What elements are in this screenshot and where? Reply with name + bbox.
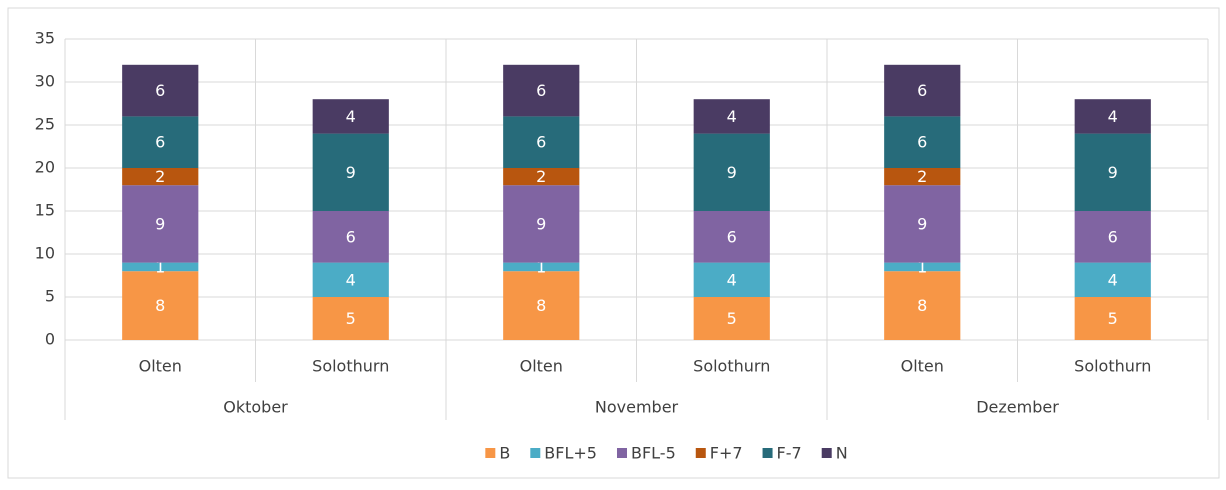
legend-swatch (762, 448, 773, 458)
data-label: 4 (727, 270, 737, 289)
data-label: 9 (346, 163, 356, 182)
data-label: 6 (1108, 227, 1118, 246)
bar-segment (1074, 262, 1151, 297)
data-label: 6 (536, 81, 546, 100)
bar-segment (884, 116, 961, 168)
y-tick-label: 25 (35, 115, 55, 134)
data-label: 2 (536, 167, 546, 186)
bar-segment (503, 168, 580, 186)
y-tick-label: 10 (35, 244, 55, 263)
y-tick-label: 15 (35, 201, 55, 220)
bar-segment (1074, 297, 1151, 340)
group-label: Oktober (223, 398, 288, 417)
bar-segment (312, 133, 389, 211)
legend-swatch (530, 448, 541, 458)
data-label: 6 (536, 133, 546, 152)
bar-segment (693, 211, 770, 263)
data-label: 4 (346, 270, 356, 289)
data-label: 4 (1108, 107, 1118, 126)
y-tick-label: 0 (45, 330, 55, 349)
legend-swatch (616, 448, 627, 458)
data-label: 6 (346, 227, 356, 246)
x-tick-label: Olten (139, 357, 182, 376)
bar-segment (503, 271, 580, 340)
group-label: Dezember (976, 398, 1059, 417)
data-label: 9 (155, 214, 165, 233)
data-label: 8 (917, 296, 927, 315)
bar-segment (693, 99, 770, 134)
bar-segment (503, 64, 580, 117)
data-label: 8 (536, 296, 546, 315)
bar-segment (693, 133, 770, 211)
data-label: 9 (536, 214, 546, 233)
data-label: 8 (155, 296, 165, 315)
data-label: 4 (346, 107, 356, 126)
data-label: 1 (536, 257, 546, 276)
data-label: 4 (727, 107, 737, 126)
group-label: November (595, 398, 679, 417)
bar-segment (122, 271, 199, 340)
data-label: 6 (155, 133, 165, 152)
bar-segment (1074, 133, 1151, 211)
data-label: 1 (155, 257, 165, 276)
data-label: 2 (917, 167, 927, 186)
data-label: 5 (346, 309, 356, 328)
bar-segment (503, 116, 580, 168)
bar-segment (884, 185, 961, 263)
bar-segment (312, 211, 389, 263)
bar-segment (884, 64, 961, 117)
legend-label: BFL+5 (544, 444, 597, 463)
bar-segment (312, 297, 389, 340)
legend-label: N (836, 444, 848, 463)
bar-segment (503, 262, 580, 272)
legend-label: F-7 (777, 444, 802, 463)
legend-swatch (485, 448, 496, 458)
data-label: 4 (1108, 270, 1118, 289)
bar-segment (312, 262, 389, 297)
x-tick-label: Olten (520, 357, 563, 376)
data-label: 9 (1108, 163, 1118, 182)
data-label: 9 (727, 163, 737, 182)
data-label: 6 (727, 227, 737, 246)
legend-label: B (499, 444, 510, 463)
bar-segment (884, 271, 961, 340)
data-label: 6 (155, 81, 165, 100)
data-label: 6 (917, 133, 927, 152)
bar-segment (122, 116, 199, 168)
bar-segment (312, 99, 389, 134)
legend-swatch (821, 448, 832, 458)
bar-segment (693, 297, 770, 340)
legend-label: BFL-5 (631, 444, 676, 463)
legend-swatch (695, 448, 706, 458)
bar-segment (884, 168, 961, 186)
x-tick-label: Solothurn (693, 357, 770, 376)
data-label: 2 (155, 167, 165, 186)
data-label: 5 (727, 309, 737, 328)
bar-segment (1074, 211, 1151, 263)
x-tick-label: Solothurn (1074, 357, 1151, 376)
bar-segment (122, 64, 199, 117)
bar-segment (122, 262, 199, 272)
bar-segment (884, 262, 961, 272)
y-tick-label: 30 (35, 72, 55, 91)
data-label: 9 (917, 214, 927, 233)
data-label: 1 (917, 257, 927, 276)
x-tick-label: Olten (901, 357, 944, 376)
x-tick-label: Solothurn (312, 357, 389, 376)
y-tick-label: 20 (35, 158, 55, 177)
data-label: 5 (1108, 309, 1118, 328)
y-tick-label: 35 (35, 29, 55, 48)
bar-segment (122, 185, 199, 263)
legend-label: F+7 (710, 444, 743, 463)
bar-segment (693, 262, 770, 297)
y-tick-label: 5 (45, 287, 55, 306)
bar-segment (122, 168, 199, 186)
bar-segment (1074, 99, 1151, 134)
bar-segment (503, 185, 580, 263)
data-label: 6 (917, 81, 927, 100)
